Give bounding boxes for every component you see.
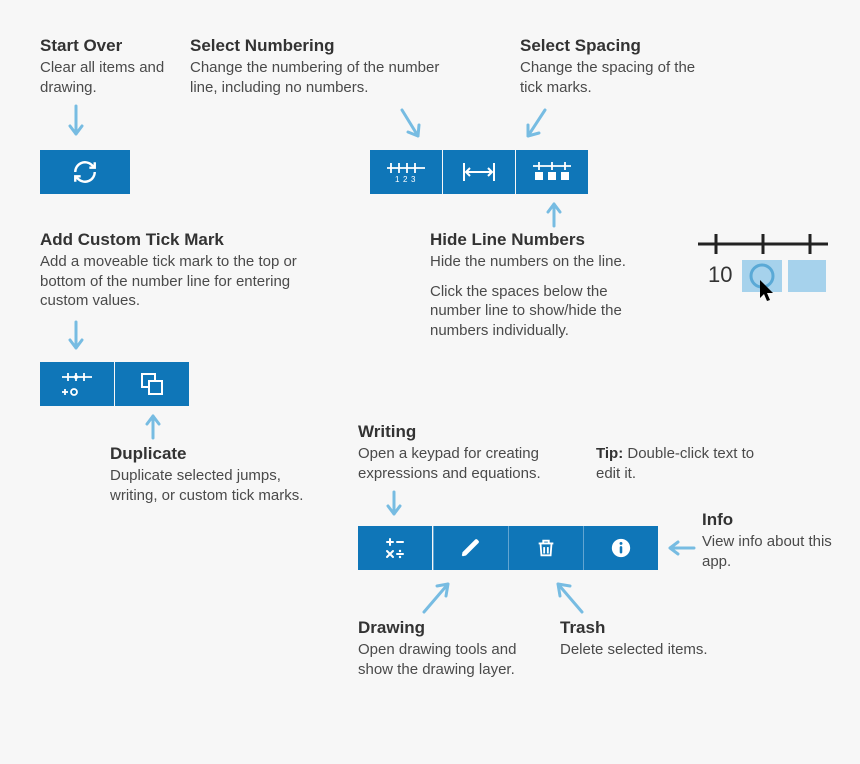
add-tick-button[interactable] [40,362,114,406]
writing-title: Writing [358,422,578,442]
tip-label: Tip: [596,445,623,462]
add-tick-desc: Add a moveable tick mark to the top or b… [40,252,310,311]
example-number-10: 10 [708,262,732,287]
add-tick-arrow [66,320,86,363]
refresh-icon [72,159,98,185]
duplicate-icon [139,371,165,397]
hide-numbers-icon [531,160,573,184]
numbering-desc: Change the numbering of the number line,… [190,58,450,97]
hide-numbers-button[interactable] [516,150,588,194]
info-arrow [662,538,696,563]
spacing-button[interactable] [443,150,515,194]
writing-arrow [384,490,404,527]
hide-nums-arrow [544,198,564,233]
trash-desc: Delete selected items. [560,640,710,660]
info-button[interactable] [583,526,658,570]
writing-desc: Open a keypad for creating expressions a… [358,444,578,483]
writing-button[interactable] [358,526,432,570]
info-title: Info [702,510,842,530]
tip-text: Tip: Double-click text to edit it. [596,444,776,483]
start-over-title: Start Over [40,36,190,56]
hide-nums-title: Hide Line Numbers [430,230,660,250]
spacing-icon [458,160,500,184]
duplicate-title: Duplicate [110,444,310,464]
drawing-title: Drawing [358,618,538,638]
drawing-desc: Open drawing tools and show the drawing … [358,640,538,679]
start-over-arrow [66,104,86,149]
spacing-title: Select Spacing [520,36,700,56]
duplicate-arrow [143,410,163,445]
info-icon [610,537,632,559]
start-over-button[interactable] [40,150,130,194]
trash-arrow [548,574,588,621]
duplicate-button[interactable] [115,362,189,406]
numbering-title: Select Numbering [190,36,450,56]
trash-title: Trash [560,618,710,638]
info-desc: View info about this app. [702,532,842,571]
svg-text:2: 2 [403,175,408,184]
keypad-icon [383,536,407,560]
number-line-example: 10 [698,230,828,315]
svg-text:1: 1 [395,175,400,184]
drawing-button[interactable] [433,526,508,570]
numbering-button[interactable]: 1 2 3 [370,150,442,194]
spacing-arrow [520,106,550,153]
start-over-desc: Clear all items and drawing. [40,58,190,97]
hide-nums-desc: Hide the numbers on the line. [430,252,660,272]
add-tick-title: Add Custom Tick Mark [40,230,310,250]
drawing-arrow [418,574,458,621]
spacing-desc: Change the spacing of the tick marks. [520,58,700,97]
numbering-arrow [398,106,428,153]
numbering-icon: 1 2 3 [385,158,427,186]
pencil-icon [460,537,482,559]
svg-text:3: 3 [411,175,416,184]
add-tick-icon [60,371,94,397]
trash-button[interactable] [508,526,583,570]
hide-nums-desc2: Click the spaces below the number line t… [430,282,660,341]
trash-icon [535,537,557,559]
duplicate-desc: Duplicate selected jumps, writing, or cu… [110,466,310,505]
